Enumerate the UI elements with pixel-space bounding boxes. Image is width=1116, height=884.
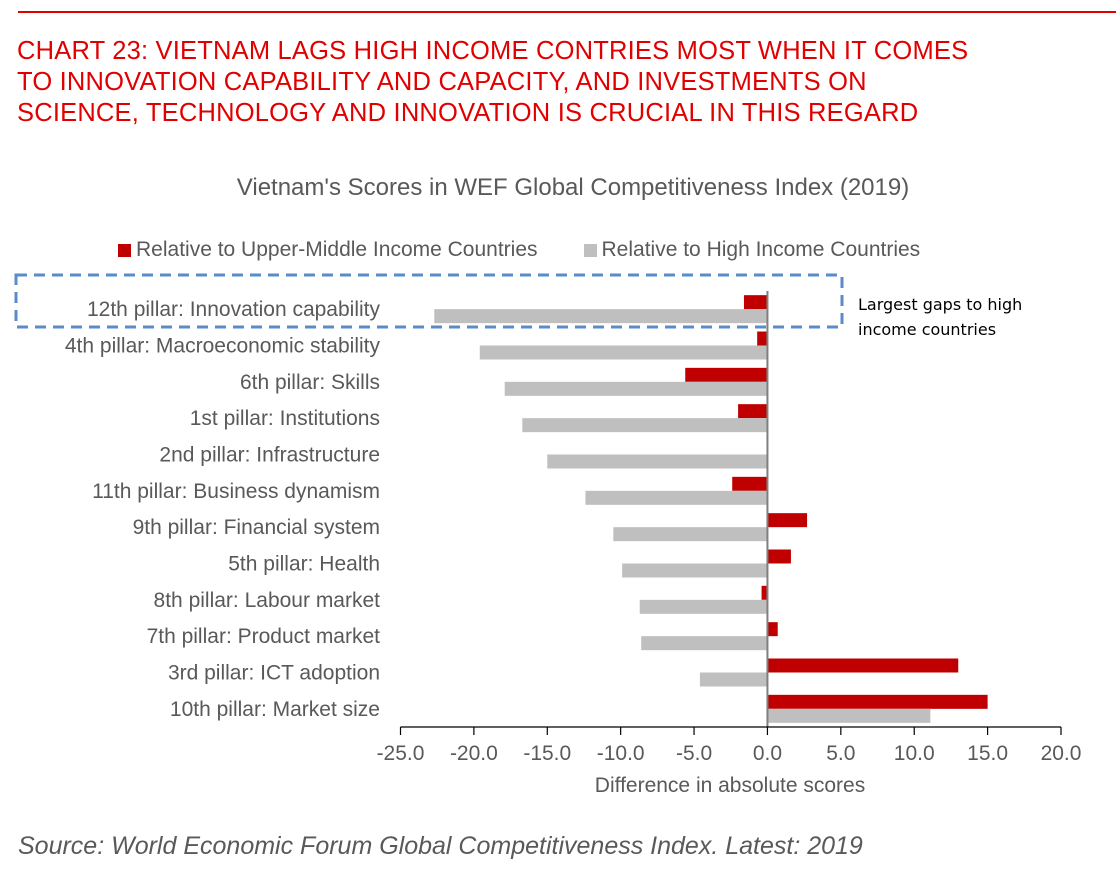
bar-upper-middle	[767, 694, 988, 709]
x-tick-label: 20.0	[1041, 742, 1082, 765]
bar-upper-middle	[738, 404, 768, 419]
legend-swatch-high	[583, 243, 597, 257]
headline-line: TO INNOVATION CAPABILITY AND CAPACITY, A…	[17, 68, 867, 96]
bar-high-income	[522, 418, 768, 433]
bar-high-income	[504, 381, 768, 396]
annotation: Largest gaps to high income countries	[858, 292, 1022, 342]
bar-chart: 12th pillar: Innovation capability 4th pi…	[14, 273, 1082, 797]
category-label: 6th pillar: Skills	[240, 371, 380, 394]
category-label: 3rd pillar: ICT adoption	[168, 662, 380, 685]
legend-item-high: Relative to High Income Countries	[583, 238, 921, 262]
legend-item-upper-middle: Relative to Upper-Middle Income Countrie…	[118, 238, 538, 262]
legend-label: Relative to High Income Countries	[601, 238, 921, 261]
category-label: 9th pillar: Financial system	[133, 516, 380, 539]
category-labels: 12th pillar: Innovation capability 4th pi…	[65, 298, 381, 721]
bar-upper-middle	[757, 331, 768, 346]
legend-swatch-upper-middle	[118, 243, 131, 257]
bar-high-income	[622, 563, 768, 578]
headline-line: CHART 23: VIETNAM LAGS HIGH INCOME CONTR…	[17, 37, 969, 65]
bar-upper-middle	[732, 476, 768, 491]
x-tick-label: -20.0	[450, 742, 498, 765]
category-label: 2nd pillar: Infrastructure	[159, 444, 380, 467]
x-tick-label: -25.0	[377, 742, 425, 765]
annotation-line: income countries	[858, 320, 997, 339]
chart-title: Vietnam's Scores in WEF Global Competiti…	[236, 174, 910, 201]
x-tick-label: -10.0	[597, 742, 645, 765]
category-label: 4th pillar: Macroeconomic stability	[65, 335, 381, 358]
bar-high-income	[641, 636, 768, 651]
bar-high-income	[479, 345, 768, 360]
bar-high-income	[699, 672, 768, 687]
bar-high-income	[585, 490, 768, 505]
bar-upper-middle	[767, 513, 808, 528]
x-tick-label: 15.0	[967, 742, 1008, 765]
category-label: 8th pillar: Labour market	[154, 589, 381, 612]
bar-upper-middle	[767, 658, 959, 673]
x-axis-label: Difference in absolute scores	[595, 774, 865, 797]
bar-high-income	[434, 309, 768, 324]
bar-high-income	[613, 527, 768, 542]
x-tick-label: 10.0	[894, 742, 935, 765]
category-label: 10th pillar: Market size	[170, 698, 380, 721]
chart-headline: CHART 23: VIETNAM LAGS HIGH INCOME CONTR…	[17, 36, 1107, 129]
x-tick-label: 0.0	[753, 742, 782, 765]
x-tick-label: -5.0	[676, 742, 712, 765]
legend: Relative to Upper-Middle Income Countrie…	[118, 238, 966, 262]
highlight-box	[14, 273, 844, 329]
top-rule	[18, 11, 1116, 13]
category-label: 11th pillar: Business dynamism	[92, 480, 380, 503]
legend-label: Relative to Upper-Middle Income Countrie…	[136, 238, 538, 261]
source-note: Source: World Economic Forum Global Comp…	[18, 832, 863, 860]
x-axis: -25.0 -20.0 -15.0 -10.0 -5.0 0.0 5.0 10.0 15.0 20…	[377, 291, 1082, 765]
bar-upper-middle	[743, 295, 768, 310]
bar-upper-middle	[767, 549, 791, 564]
bars-layer	[434, 295, 988, 723]
bar-upper-middle	[685, 367, 768, 382]
bar-high-income	[547, 454, 768, 469]
x-tick-label: -15.0	[523, 742, 571, 765]
bar-high-income	[767, 708, 931, 723]
category-label: 7th pillar: Product market	[147, 625, 381, 648]
annotation-line: Largest gaps to high	[858, 295, 1023, 314]
bar-upper-middle	[761, 585, 768, 600]
bar-upper-middle	[767, 622, 778, 637]
category-label: 12th pillar: Innovation capability	[87, 298, 381, 321]
bar-high-income	[639, 599, 768, 614]
x-tick-label: 5.0	[826, 742, 855, 765]
headline-line: SCIENCE, TECHNOLOGY AND INNOVATION IS CR…	[17, 99, 919, 127]
category-label: 1st pillar: Institutions	[190, 407, 380, 430]
category-label: 5th pillar: Health	[228, 553, 380, 576]
